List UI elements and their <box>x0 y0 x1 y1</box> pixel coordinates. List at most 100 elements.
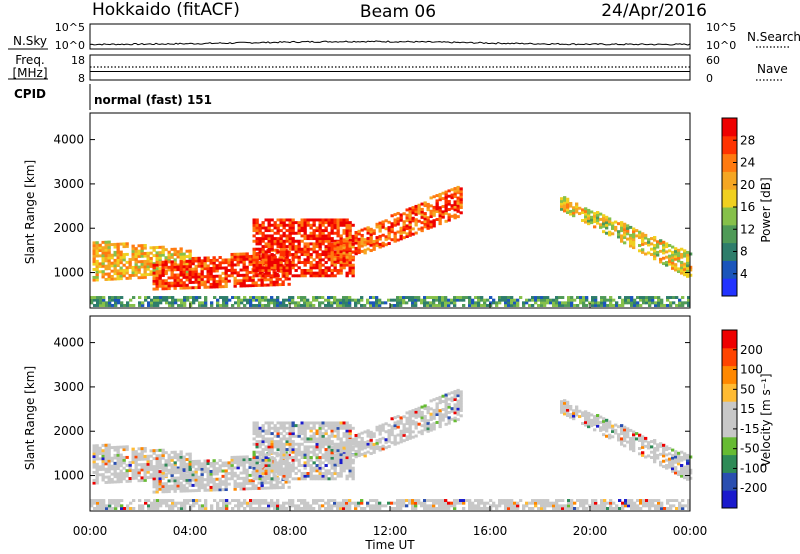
velocity-cell <box>134 463 138 467</box>
power-cell <box>345 258 349 262</box>
velocity-cell <box>396 422 400 426</box>
power-cell <box>683 249 687 253</box>
power-cell <box>233 252 237 256</box>
power-cell <box>219 296 223 299</box>
power-cell <box>587 211 591 215</box>
velocity-cell <box>149 454 153 458</box>
power-cell <box>339 298 343 302</box>
power-cell <box>668 259 672 263</box>
power-cell <box>281 283 285 286</box>
power-cell <box>96 298 100 302</box>
power-cell <box>270 266 274 270</box>
power-cell <box>194 267 198 271</box>
power-cell <box>149 256 153 260</box>
power-cell <box>474 301 478 305</box>
power-cell <box>390 298 394 302</box>
velocity-cell <box>327 452 331 456</box>
velocity-cell <box>429 418 433 421</box>
power-cell <box>348 301 352 305</box>
velocity-cell <box>282 426 286 430</box>
velocity-cell <box>318 437 322 441</box>
power-cell <box>107 277 111 281</box>
velocity-cell <box>315 442 319 446</box>
velocity-cell <box>183 504 187 508</box>
velocity-cell <box>587 422 591 426</box>
power-cell <box>119 261 123 265</box>
power-cell <box>131 265 135 269</box>
power-cell <box>336 243 340 247</box>
power-cell <box>306 234 310 238</box>
velocity-cell <box>264 474 268 478</box>
velocity-cell <box>194 489 198 493</box>
velocity-cell <box>279 424 283 428</box>
power-cell <box>258 298 262 302</box>
power-cell <box>405 227 409 231</box>
velocity-cell <box>188 489 192 493</box>
power-cell <box>188 262 192 266</box>
velocity-cell <box>662 465 666 469</box>
velocity-cell <box>264 461 268 465</box>
power-cell <box>623 236 627 239</box>
power-cell <box>242 263 246 267</box>
velocity-cell <box>303 434 307 438</box>
velocity-cell <box>632 441 636 445</box>
velocity-cell <box>116 445 120 449</box>
colorbar-segment <box>722 135 737 155</box>
velocity-cell <box>270 501 274 505</box>
power-cell <box>189 296 193 299</box>
power-cell <box>239 257 243 261</box>
velocity-cell <box>143 457 147 461</box>
power-cell <box>599 225 603 229</box>
power-cell <box>269 256 273 260</box>
velocity-cell <box>197 459 201 463</box>
velocity-cell <box>585 507 589 510</box>
velocity-cell <box>450 504 454 508</box>
power-cell <box>629 233 633 237</box>
power-cell <box>399 226 403 230</box>
power-cell <box>161 245 165 249</box>
velocity-cell <box>680 469 684 473</box>
velocity-cell <box>528 507 532 510</box>
power-cell <box>107 253 111 257</box>
power-cell <box>114 298 118 302</box>
velocity-cell <box>677 454 681 458</box>
velocity-cell <box>582 507 586 510</box>
power-cell <box>155 260 159 264</box>
velocity-cell <box>662 459 666 463</box>
velocity-cell <box>504 499 508 502</box>
velocity-cell <box>330 448 334 452</box>
velocity-cell <box>330 434 334 438</box>
power-cell <box>315 229 319 233</box>
velocity-cell <box>92 470 96 474</box>
power-cell <box>402 222 406 226</box>
power-cell <box>303 231 307 235</box>
power-cell <box>369 235 373 239</box>
power-cell <box>227 274 231 278</box>
power-cell <box>284 248 288 252</box>
power-cell <box>137 260 141 264</box>
power-cell <box>303 247 307 251</box>
power-cell <box>683 270 687 274</box>
velocity-cell <box>129 501 133 505</box>
power-cell <box>279 250 283 254</box>
velocity-cell <box>237 499 241 502</box>
velocity-cell <box>306 421 310 425</box>
power-cell <box>99 298 103 302</box>
power-cell <box>483 301 487 305</box>
power-cell <box>318 261 322 264</box>
power-cell <box>468 298 472 302</box>
velocity-cell <box>197 489 201 492</box>
power-cell <box>411 304 415 307</box>
velocity-cell <box>161 454 165 457</box>
velocity-cell <box>203 462 207 466</box>
power-cell <box>644 233 648 237</box>
velocity-cell <box>306 450 310 454</box>
velocity-cell <box>438 401 442 405</box>
power-cell <box>318 234 322 238</box>
power-cell <box>327 304 331 307</box>
power-cell <box>540 304 544 307</box>
velocity-cell <box>414 426 418 430</box>
power-cell <box>423 217 427 221</box>
power-cell <box>519 296 523 299</box>
power-cell <box>182 268 186 272</box>
